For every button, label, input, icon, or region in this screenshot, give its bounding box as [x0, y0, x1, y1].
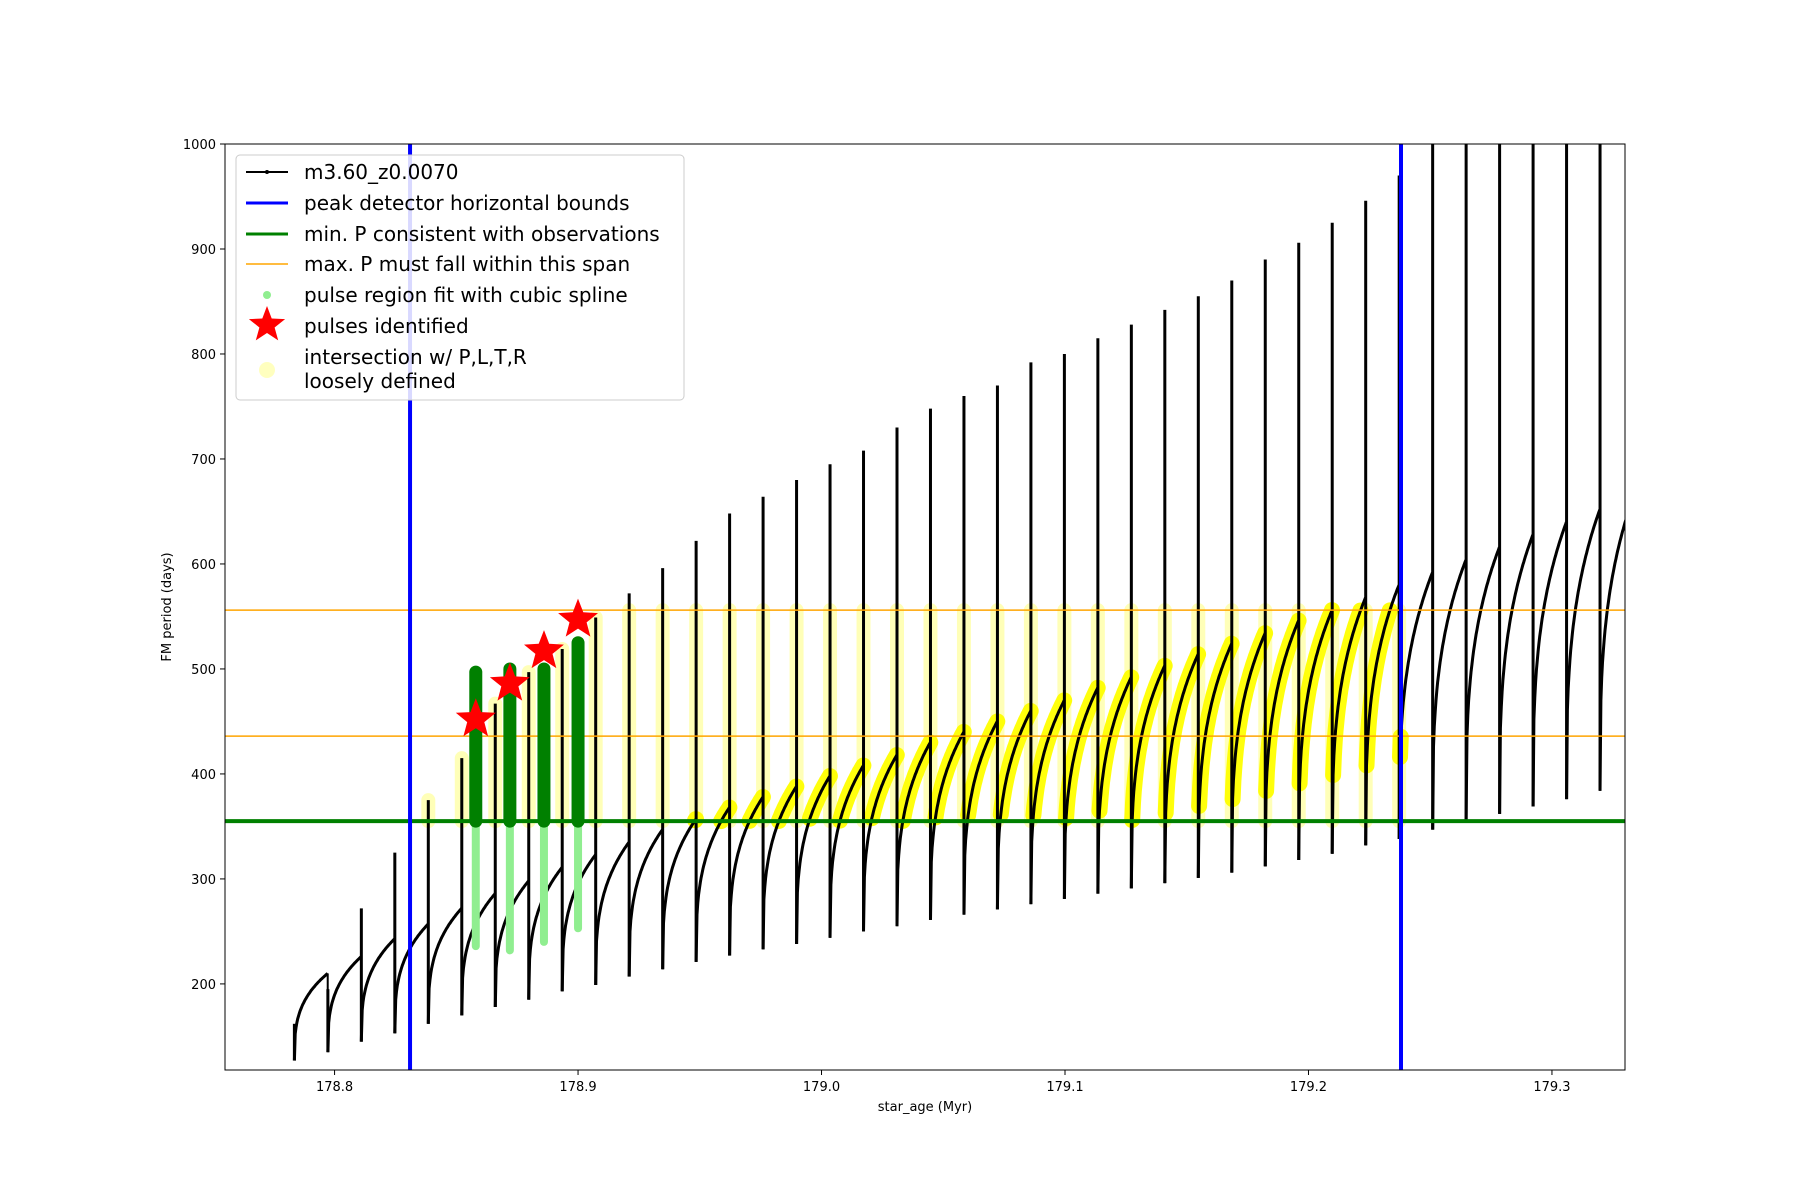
legend-label-spline: pulse region fit with cubic spline [304, 283, 628, 307]
y-tick-label-5: 700 [191, 453, 216, 468]
legend-label-intersection-line1: intersection w/ P,L,T,R [304, 345, 527, 369]
track-curve-22 [1029, 699, 1066, 905]
track-curve-21 [995, 710, 1033, 910]
track-curve-1 [326, 955, 363, 1053]
y-tick-label-2: 400 [191, 768, 216, 783]
legend-label-intersection-line2: loosely defined [304, 369, 456, 393]
track-curve-2 [359, 937, 396, 1042]
y-tick-label-4: 600 [191, 558, 216, 573]
track-curve-29 [1263, 619, 1300, 867]
y-tick-label-7: 900 [191, 243, 216, 258]
pulse-star-0 [455, 698, 496, 737]
track-curve-10 [627, 828, 664, 977]
y-tick-label-6: 800 [191, 348, 216, 363]
x-tick-label-1: 178.9 [559, 1080, 596, 1095]
track-curve-38 [1565, 508, 1602, 800]
track-curve-17 [862, 754, 899, 932]
legend-swatch-track-marker [265, 170, 269, 174]
track-curve-26 [1163, 653, 1200, 884]
y-tick-label-3: 500 [191, 663, 216, 678]
pulse-star-2 [524, 630, 564, 669]
pulse-star-3 [558, 598, 598, 637]
track-curve-36 [1498, 534, 1535, 814]
track-curve-13 [728, 796, 765, 956]
axes: 178.8 178.9 179.0 179.1 179.2 179.3 200 300 400 5… [183, 138, 1571, 1095]
track-curve-34 [1431, 559, 1468, 830]
track-curve-39 [1598, 517, 1625, 791]
track-curve-11 [661, 818, 698, 970]
legend-swatch-intersection [259, 362, 275, 378]
track-curve-4 [426, 907, 463, 1024]
legend-label-min-p: min. P consistent with observations [304, 222, 660, 246]
pulse-star-1 [489, 662, 530, 701]
track-curve-37 [1531, 521, 1568, 807]
track-curve-33 [1397, 571, 1434, 840]
track-curve-31 [1330, 597, 1367, 854]
y-tick-label-1: 300 [191, 873, 216, 888]
track-curve-23 [1062, 687, 1100, 899]
legend-label-max-p: max. P must fall within this span [304, 252, 630, 276]
track-curve-12 [694, 806, 731, 962]
legend-label-bounds: peak detector horizontal bounds [304, 191, 630, 215]
track-curve-30 [1297, 609, 1334, 861]
track-curve-27 [1196, 643, 1233, 878]
legend-label-track: m3.60_z0.0070 [304, 160, 459, 184]
plot-frame [224, 143, 1626, 1071]
track-curve-9 [594, 841, 631, 986]
track-curve-0 [292, 972, 329, 1061]
legend-box [235, 154, 685, 401]
x-tick-label-2: 179.0 [803, 1080, 840, 1095]
track-curve-16 [828, 764, 865, 938]
track-curve-28 [1230, 632, 1267, 873]
track-curve-24 [1096, 676, 1133, 894]
y-axis-label: FM period (days) [160, 552, 175, 661]
x-tick-label-3: 179.1 [1046, 1080, 1083, 1095]
track-curve-32 [1364, 584, 1401, 846]
legend: m3.60_z0.0070 peak detector horizontal b… [235, 154, 685, 401]
x-tick-label-4: 179.2 [1290, 1080, 1327, 1095]
legend-swatch-spline [263, 291, 271, 299]
legend-swatch-pulses [248, 306, 286, 341]
x-tick-label-0: 178.8 [316, 1080, 353, 1095]
track-curve-25 [1129, 665, 1167, 889]
x-tick-label-5: 179.3 [1533, 1080, 1570, 1095]
track-curve-15 [795, 775, 832, 945]
track-curve-35 [1464, 546, 1501, 821]
legend-label-pulses: pulses identified [304, 314, 469, 338]
x-axis-label: star_age (Myr) [878, 1100, 972, 1115]
track-curve-20 [962, 720, 999, 915]
y-tick-label-0: 200 [191, 978, 216, 993]
track-curve-19 [929, 731, 966, 920]
track-curve-14 [761, 785, 798, 950]
y-tick-label-8: 1000 [183, 138, 216, 153]
